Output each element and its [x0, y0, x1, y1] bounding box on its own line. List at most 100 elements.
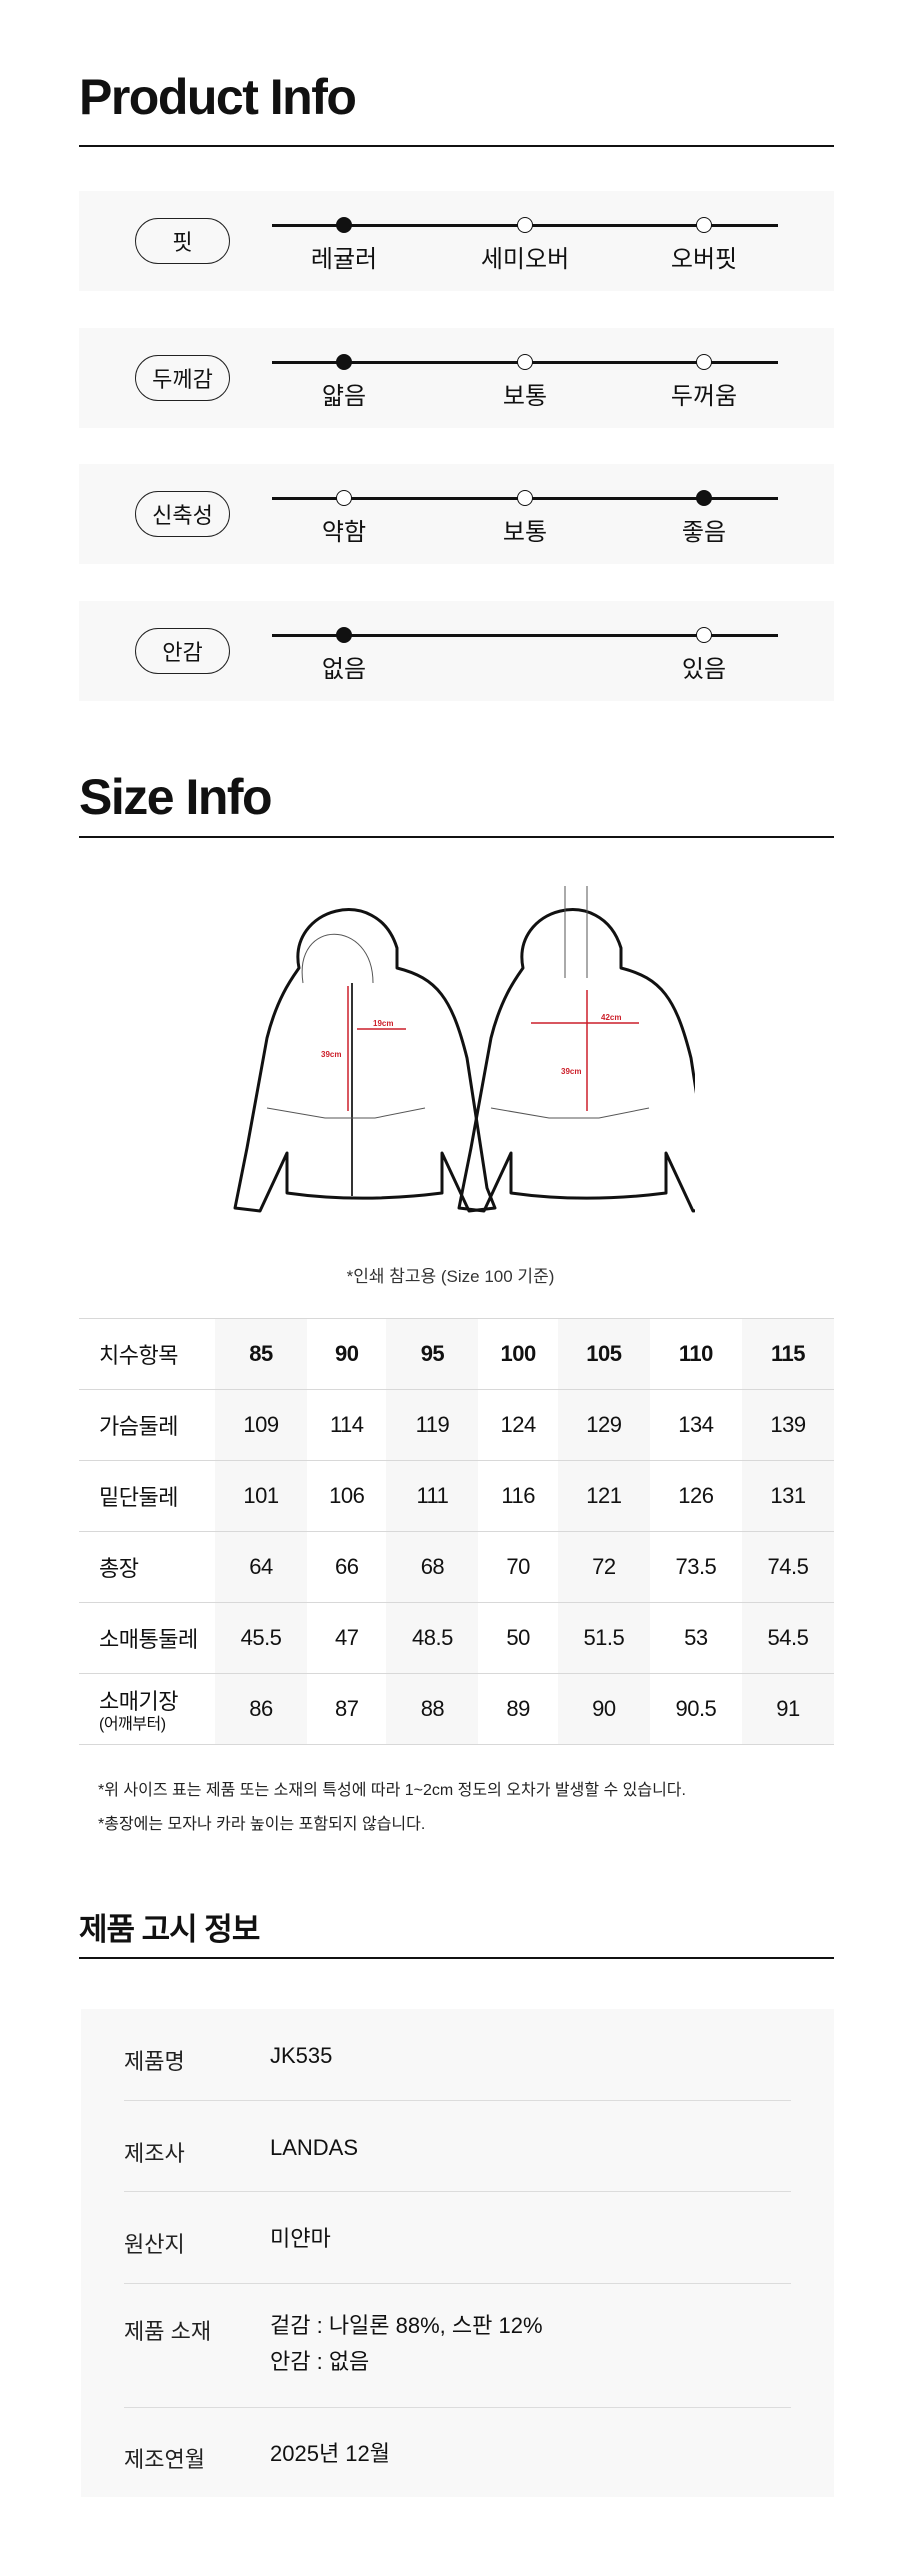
notice-row: 제품 소재 겉감 : 나일론 88%, 스판 12% 안감 : 없음: [124, 2284, 791, 2408]
divider: [79, 1957, 834, 1959]
notice-value-line: JK535: [270, 2043, 333, 2068]
selected-dot: [336, 627, 352, 643]
table-row: 소매기장 (어깨부터) 86 87 88 89 90 90.5 91: [79, 1673, 834, 1745]
notice-value: 2025년 12월: [270, 2436, 390, 2472]
divider: [79, 836, 834, 838]
table-cell: 139: [741, 1389, 834, 1461]
option-dot: [517, 217, 533, 233]
table-cell: 50: [478, 1602, 558, 1674]
option-label: 얇음: [321, 383, 367, 410]
option-label: 두꺼움: [670, 383, 738, 410]
table-cell: 64: [215, 1531, 308, 1603]
product-info-title: Product Info: [79, 69, 357, 125]
row-label-text: 소매통둘레: [99, 1627, 198, 1652]
selected-dot: [336, 354, 352, 370]
option-label: 세미오버: [480, 246, 570, 273]
table-cell: 106: [307, 1460, 387, 1532]
table-cell: 68: [386, 1531, 479, 1603]
attribute-row: 두께감 얇음 보통 두꺼움: [79, 328, 834, 428]
table-cell: 53: [649, 1602, 742, 1674]
option-dot: [696, 627, 712, 643]
table-cell: 45.5: [215, 1602, 308, 1674]
option-label: 좋음: [681, 519, 727, 546]
table-cell: 131: [741, 1460, 834, 1532]
notice-value-line: 미얀마: [270, 2226, 331, 2251]
table-cell: 54.5: [741, 1602, 834, 1674]
notice-key: 제조연월: [124, 2446, 205, 2472]
size-note: *위 사이즈 표는 제품 또는 소재의 특성에 따라 1~2cm 정도의 오차가…: [98, 1782, 686, 1799]
row-label: 소매기장 (어깨부터): [79, 1673, 215, 1745]
option-dot: [696, 354, 712, 370]
table-cell: 124: [478, 1389, 558, 1461]
notice-row: 제품명 JK535: [124, 2009, 791, 2101]
selected-dot: [336, 217, 352, 233]
option-dot: [517, 354, 533, 370]
jacket-size-diagram: 39cm 19cm 42cm 39cm: [233, 886, 695, 1213]
option-label: 오버핏: [670, 246, 738, 273]
attribute-label: 두께감: [135, 355, 230, 401]
selected-dot: [696, 490, 712, 506]
notice-title: 제품 고시 정보: [79, 1912, 260, 1947]
table-cell: 70: [478, 1531, 558, 1603]
table-cell: 90: [557, 1673, 650, 1745]
front-width-label: 19cm: [373, 1019, 393, 1028]
table-cell: 86: [215, 1673, 308, 1745]
table-cell: 114: [307, 1389, 387, 1461]
header-cell: 105: [557, 1318, 650, 1390]
table-cell: 73.5: [649, 1531, 742, 1603]
table-cell: 51.5: [557, 1602, 650, 1674]
table-cell: 129: [557, 1389, 650, 1461]
header-cell: 95: [386, 1318, 479, 1390]
size-table: 치수항목 85 90 95 100 105 110 115 가슴둘레 109 114 119 124 12…: [79, 1318, 834, 1745]
table-header-row: 치수항목 85 90 95 100 105 110 115: [79, 1318, 834, 1390]
notice-key: 제품 소재: [124, 2319, 212, 2344]
notice-key: 원산지: [124, 2232, 185, 2257]
scale-track: [272, 634, 778, 637]
attribute-label: 핏: [135, 218, 230, 264]
back-width-label: 42cm: [601, 1013, 621, 1022]
notice-row: 제조사 LANDAS: [124, 2101, 791, 2192]
table-row: 소매통둘레 45.5 47 48.5 50 51.5 53 54.5: [79, 1602, 834, 1674]
notice-key: 제품명: [124, 2049, 185, 2074]
table-cell: 111: [386, 1460, 479, 1532]
table-row: 밑단둘레 101 106 111 116 121 126 131: [79, 1460, 834, 1532]
table-cell: 126: [649, 1460, 742, 1532]
notice-value-line: LANDAS: [270, 2134, 359, 2160]
front-jacket-outline: [233, 908, 497, 1213]
row-label: 밑단둘레: [79, 1460, 215, 1532]
table-cell: 72: [557, 1531, 650, 1603]
table-cell: 101: [215, 1460, 308, 1532]
row-sublabel: (어깨부터): [99, 1716, 166, 1733]
notice-value: LANDAS: [270, 2130, 358, 2166]
attribute-row: 신축성 약함 보통 좋음: [79, 464, 834, 564]
option-label: 보통: [502, 519, 548, 546]
header-cell: 85: [215, 1318, 308, 1390]
row-label-text: 가슴둘레: [99, 1414, 178, 1439]
row-label-text: 밑단둘레: [99, 1485, 178, 1510]
table-cell: 89: [478, 1673, 558, 1745]
table-cell: 121: [557, 1460, 650, 1532]
table-cell: 88: [386, 1673, 479, 1745]
option-label: 없음: [321, 656, 367, 683]
notice-value: 겉감 : 나일론 88%, 스판 12% 안감 : 없음: [270, 2308, 543, 2380]
notice-row: 원산지 미얀마: [124, 2192, 791, 2284]
header-cell: 100: [478, 1318, 558, 1390]
back-jacket-outline: [457, 908, 695, 1213]
table-cell: 87: [307, 1673, 387, 1745]
row-label-text: 총장: [99, 1556, 139, 1581]
option-dot: [336, 490, 352, 506]
notice-value: JK535: [270, 2038, 332, 2074]
row-label: 가슴둘레: [79, 1389, 215, 1461]
header-cell: 115: [741, 1318, 834, 1390]
table-cell: 91: [741, 1673, 834, 1745]
size-info-title: Size Info: [79, 769, 273, 825]
notice-value-line: 2025년 12월: [270, 2440, 391, 2466]
table-cell: 109: [215, 1389, 308, 1461]
row-label: 소매통둘레: [79, 1602, 215, 1674]
option-label: 보통: [502, 383, 548, 410]
table-cell: 116: [478, 1460, 558, 1532]
table-cell: 47: [307, 1602, 387, 1674]
size-note: *총장에는 모자나 카라 높이는 포함되지 않습니다.: [98, 1816, 426, 1833]
option-label: 레귤러: [310, 246, 378, 273]
notice-value: 미얀마: [270, 2221, 331, 2257]
